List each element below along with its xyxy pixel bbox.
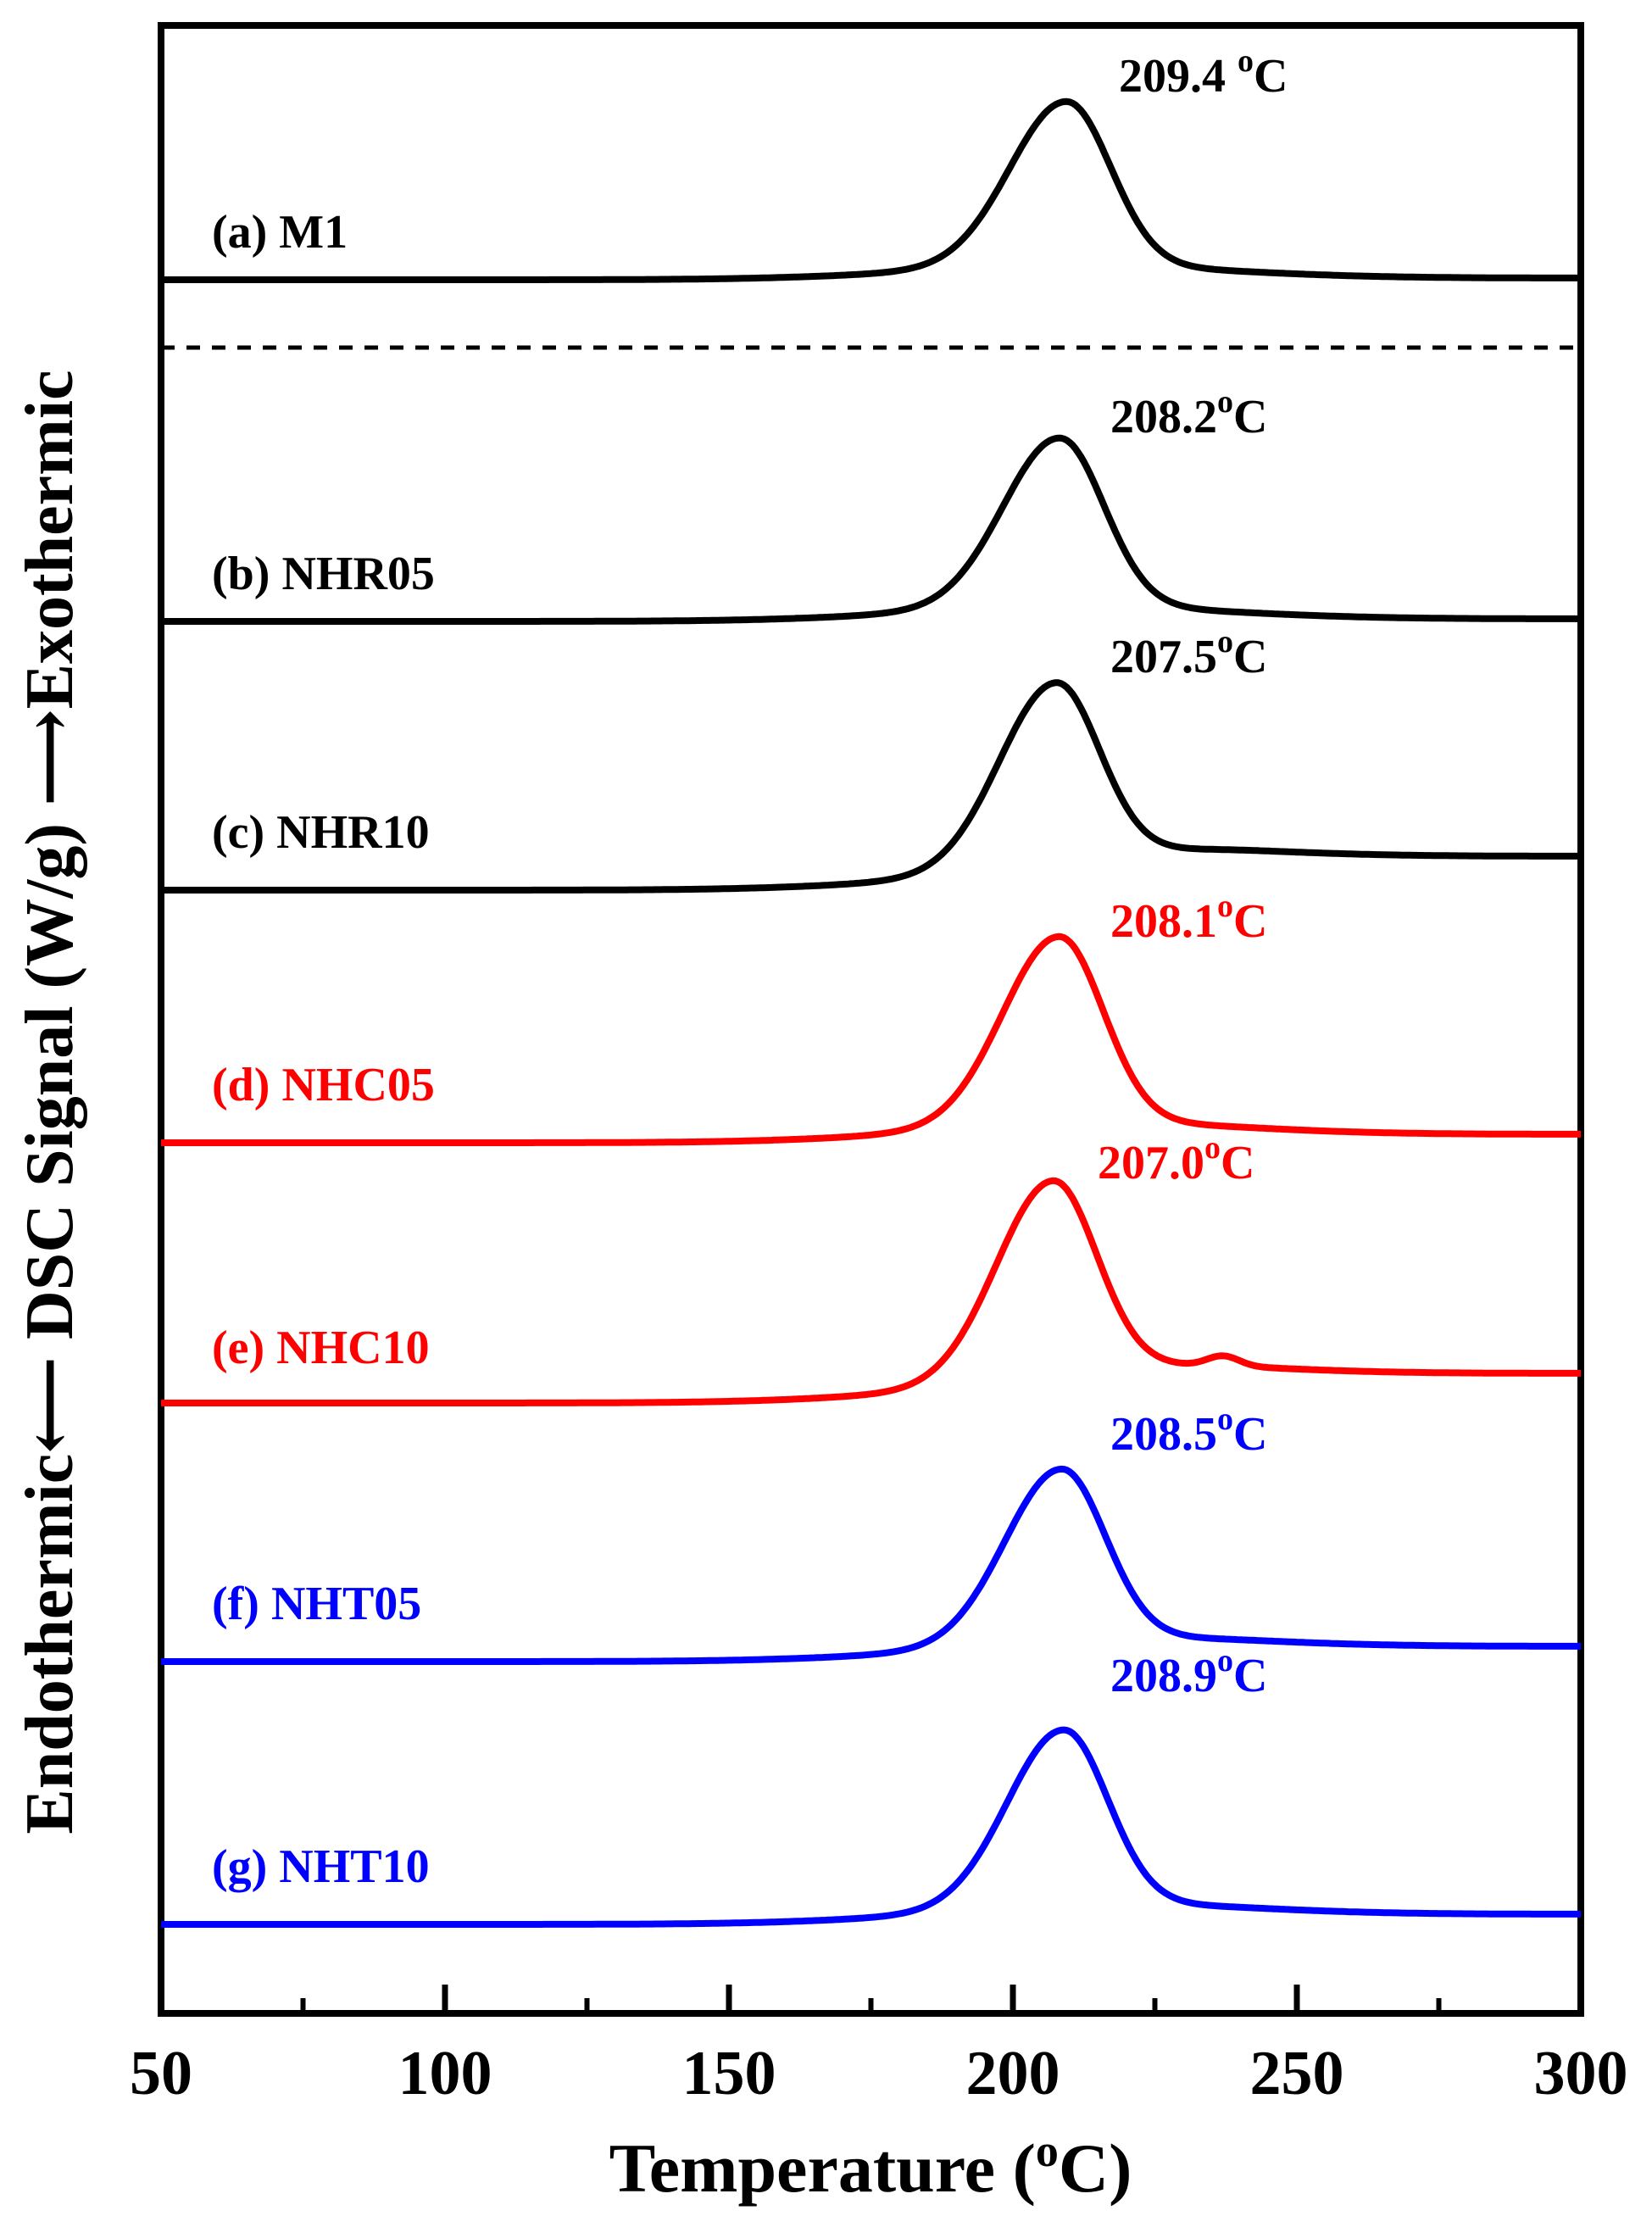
peak-label-g: 208.9oC — [1110, 1643, 1267, 1702]
curve-label-d: (d) NHC05 — [212, 1059, 435, 1111]
peak-label-e: 207.0oC — [1098, 1130, 1254, 1189]
x-tick-label: 200 — [966, 2039, 1060, 2108]
peak-label-sup: o — [1217, 384, 1233, 420]
y-label-right-arrow: ⟶ — [13, 709, 87, 823]
curve-label-g: (g) NHT10 — [212, 1840, 430, 1893]
peak-label-unit: C — [1233, 1408, 1267, 1461]
peak-label-value: 208.2 — [1110, 391, 1217, 443]
peak-label-unit: C — [1221, 1137, 1254, 1189]
peak-labels: 209.4 oC208.2oC207.5oC208.1oC207.0oC208.… — [1098, 43, 1288, 1702]
peak-label-value: 208.1 — [1110, 895, 1217, 948]
peak-label-value: 209.4 — [1119, 50, 1238, 103]
peak-label-value: 207.0 — [1098, 1137, 1204, 1189]
curve-labels: (a) M1 (b) NHR05 (c) NHR10 (d) NHC05 (e) NHC… — [212, 206, 435, 1893]
curve-b — [160, 434, 1582, 625]
peak-label-unit: C — [1233, 391, 1267, 443]
peak-label-unit: C — [1233, 631, 1267, 683]
curve-e — [160, 1177, 1582, 1406]
x-tick-label: 250 — [1250, 2039, 1344, 2108]
curve-label-a: (a) M1 — [212, 206, 348, 259]
curves — [160, 97, 1582, 1928]
plot-frame — [158, 22, 1584, 2017]
peak-label-f: 208.5oC — [1110, 1401, 1267, 1461]
y-label-exothermic: Exothermic — [13, 370, 87, 709]
peak-label-sup: o — [1217, 888, 1233, 924]
curve-d — [160, 933, 1582, 1146]
peak-label-unit: C — [1254, 50, 1288, 103]
curve-label-e: (e) NHC10 — [212, 1322, 430, 1374]
x-axis-label-main: Temperature ( — [609, 2130, 1036, 2207]
curve-f — [160, 1465, 1582, 1665]
x-axis-label-sup: o — [1036, 2125, 1059, 2176]
curve-a — [160, 97, 1582, 283]
curve-label-c: (c) NHR10 — [212, 806, 430, 859]
curve-g — [160, 1726, 1582, 1928]
peak-label-sup: o — [1204, 1130, 1221, 1166]
x-tick-label: 50 — [130, 2039, 192, 2108]
x-axis-tick-labels: 50 100 150 200 250 300 — [130, 2039, 1628, 2108]
peak-label-sup: o — [1217, 1401, 1233, 1437]
peak-label-sup: o — [1238, 43, 1254, 79]
peak-label-value: 208.5 — [1110, 1408, 1217, 1461]
peak-label-value: 208.9 — [1110, 1650, 1217, 1702]
peak-label-value: 207.5 — [1110, 631, 1217, 683]
x-axis-label-unit: C) — [1059, 2130, 1132, 2207]
peak-label-c: 207.5oC — [1110, 624, 1267, 683]
x-axis-ticks — [158, 1985, 1584, 2013]
x-axis-label: Temperature (oC) — [609, 2125, 1132, 2207]
y-axis-label: Endothermic⟵ DSC Signal (W/g) ⟶Exothermi… — [13, 370, 87, 1834]
x-tick-label: 300 — [1534, 2039, 1628, 2108]
y-label-endothermic: Endothermic — [13, 1454, 87, 1835]
x-tick-label: 150 — [682, 2039, 776, 2108]
peak-label-a: 209.4 oC — [1119, 43, 1288, 103]
peak-label-unit: C — [1233, 1650, 1267, 1702]
y-label-main: DSC Signal (W/g) — [13, 823, 87, 1339]
curve-c — [160, 679, 1582, 894]
peak-label-b: 208.2oC — [1110, 384, 1267, 443]
peak-label-unit: C — [1233, 895, 1267, 948]
peak-label-d: 208.1oC — [1110, 888, 1267, 948]
x-tick-label: 100 — [398, 2039, 492, 2108]
curve-label-b: (b) NHR05 — [212, 548, 435, 600]
peak-label-sup: o — [1217, 624, 1233, 660]
y-label-left-arrow: ⟵ — [13, 1339, 87, 1454]
peak-label-sup: o — [1217, 1643, 1233, 1679]
svg-text:Endothermic⟵ DSC Signal (W/g): Endothermic⟵ DSC Signal (W/g) ⟶Exothermi… — [13, 370, 87, 1834]
curve-label-f: (f) NHT05 — [212, 1578, 421, 1630]
